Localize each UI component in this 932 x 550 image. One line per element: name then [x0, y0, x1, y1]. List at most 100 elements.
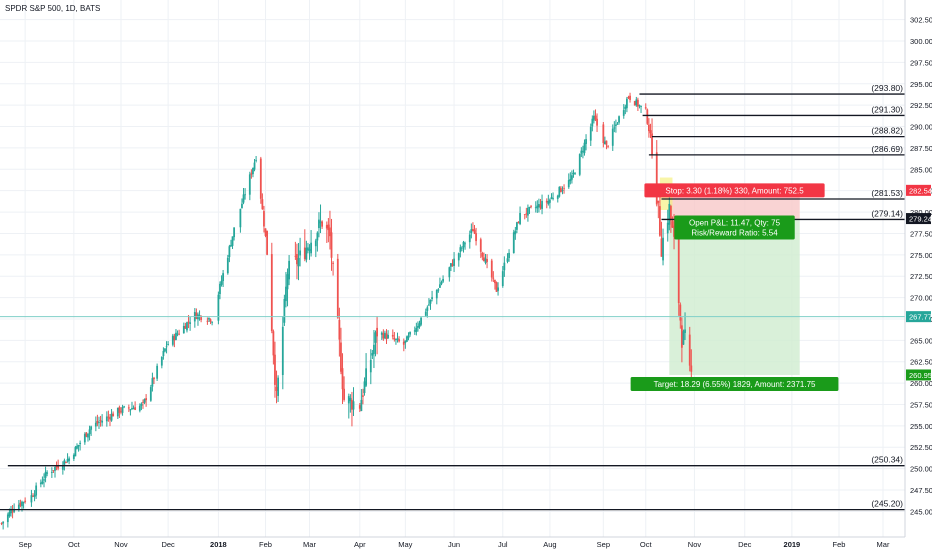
candle-body: [19, 502, 22, 506]
price-tick-label: 297.50: [910, 58, 932, 67]
candle-body: [226, 257, 229, 274]
candle-body: [211, 321, 214, 323]
candle-body: [369, 359, 372, 373]
candle-body: [470, 229, 473, 234]
level-label: (250.34): [871, 455, 903, 465]
candle-body: [395, 339, 397, 341]
candle-body: [382, 333, 385, 339]
candle-body: [605, 140, 608, 145]
candle-body: [538, 204, 540, 208]
candle-body: [72, 454, 75, 459]
candle-body: [52, 470, 55, 471]
candle-body: [39, 482, 42, 485]
candle-body: [660, 238, 663, 257]
open-pnl-label-text: Open P&L: 11.47, Qty: 75: [689, 219, 781, 228]
candle-body: [151, 378, 154, 387]
candle-body: [374, 332, 377, 343]
candle-body: [569, 179, 572, 182]
candles: [0, 92, 693, 530]
candle-body: [451, 264, 454, 266]
candle-body: [11, 511, 14, 513]
price-tick-label: 265.00: [910, 336, 932, 345]
candle-body: [186, 322, 188, 331]
candle-body: [384, 332, 386, 339]
price-axis[interactable]: 302.50 300.00 297.50 295.00 292.50 290.00 287.…: [904, 0, 932, 550]
candle-body: [310, 242, 312, 254]
candle-body: [666, 222, 669, 234]
candle-body: [479, 239, 482, 252]
candle-body: [536, 205, 539, 209]
candle-body: [490, 260, 493, 278]
stop-label: Stop: 3.30 (1.18%) 330, Amount: 752.5: [644, 183, 825, 198]
candle-body: [239, 208, 242, 228]
target-label-text: Target: 18.29 (6.55%) 1829, Amount: 2371…: [654, 380, 816, 389]
candle-body: [233, 227, 236, 238]
candle-body: [209, 319, 212, 322]
candle-body: [484, 258, 487, 263]
candle-body: [98, 422, 100, 423]
candle-body: [77, 444, 80, 447]
candle-body: [552, 198, 554, 200]
time-tick-label: Jun: [448, 540, 460, 549]
candle-body: [318, 219, 320, 229]
price-tick-label: 257.50: [910, 400, 932, 409]
candle-body: [341, 368, 344, 390]
horizontal-levels[interactable]: (293.80) (291.30) (288.82) (286.69) (281.53)…: [0, 83, 905, 511]
candle-body: [376, 327, 378, 337]
candle-body: [65, 461, 67, 463]
candle-body: [380, 332, 383, 335]
candle-body: [189, 322, 192, 324]
price-tick-label: 255.00: [910, 422, 932, 431]
time-tick-label: Dec: [738, 540, 752, 549]
time-tick-label: 2018: [210, 540, 227, 549]
candle-body: [391, 334, 394, 337]
candle-body: [85, 432, 88, 437]
time-tick-label: Mar: [303, 540, 316, 549]
candle-body: [501, 271, 504, 286]
price-tick-label: 290.00: [910, 123, 932, 132]
level-label: (245.20): [871, 499, 903, 509]
candle-body: [682, 331, 685, 345]
candle-body: [32, 496, 34, 498]
candle-body: [622, 110, 625, 116]
time-axis[interactable]: Sep Oct Nov Dec 2018 Feb Mar Apr May Jun Jul Aug Sep…: [0, 536, 905, 550]
price-tick-label: 252.50: [910, 443, 932, 452]
candle-body: [30, 495, 33, 503]
candle-body: [340, 342, 342, 372]
candle-body: [393, 337, 396, 340]
candle-body: [41, 481, 44, 484]
candle-body: [435, 289, 438, 299]
candle-body: [638, 105, 641, 107]
open-pnl-label-text: Risk/Reward Ratio: 5.54: [691, 229, 778, 238]
candle-body: [272, 331, 275, 356]
candle-body: [684, 329, 686, 333]
candle-body: [571, 175, 573, 180]
candle-body: [118, 407, 121, 413]
candle-body: [549, 199, 551, 203]
candle-body: [611, 128, 614, 146]
candle-body: [178, 333, 181, 335]
candle-body: [336, 258, 339, 318]
candle-body: [585, 139, 587, 144]
candle-body: [679, 304, 682, 321]
candle-body: [187, 321, 190, 323]
candle-body: [208, 317, 210, 320]
time-tick-label: Oct: [640, 540, 653, 549]
candle-body: [649, 130, 652, 134]
candle-body: [596, 118, 598, 126]
price-tick-label: 270.00: [910, 294, 932, 303]
candle-body: [519, 213, 521, 225]
price-tick-label: 287.50: [910, 144, 932, 153]
time-tick-label: Sep: [18, 540, 31, 549]
candle-body: [182, 325, 185, 334]
candle-body: [96, 420, 99, 424]
candle-body: [420, 317, 422, 325]
candle-body: [613, 127, 616, 129]
candle-body: [222, 273, 225, 282]
candle-body: [149, 387, 152, 401]
candle-body: [404, 340, 407, 344]
price-tick-label: 300.00: [910, 37, 932, 46]
candle-body: [176, 333, 179, 335]
